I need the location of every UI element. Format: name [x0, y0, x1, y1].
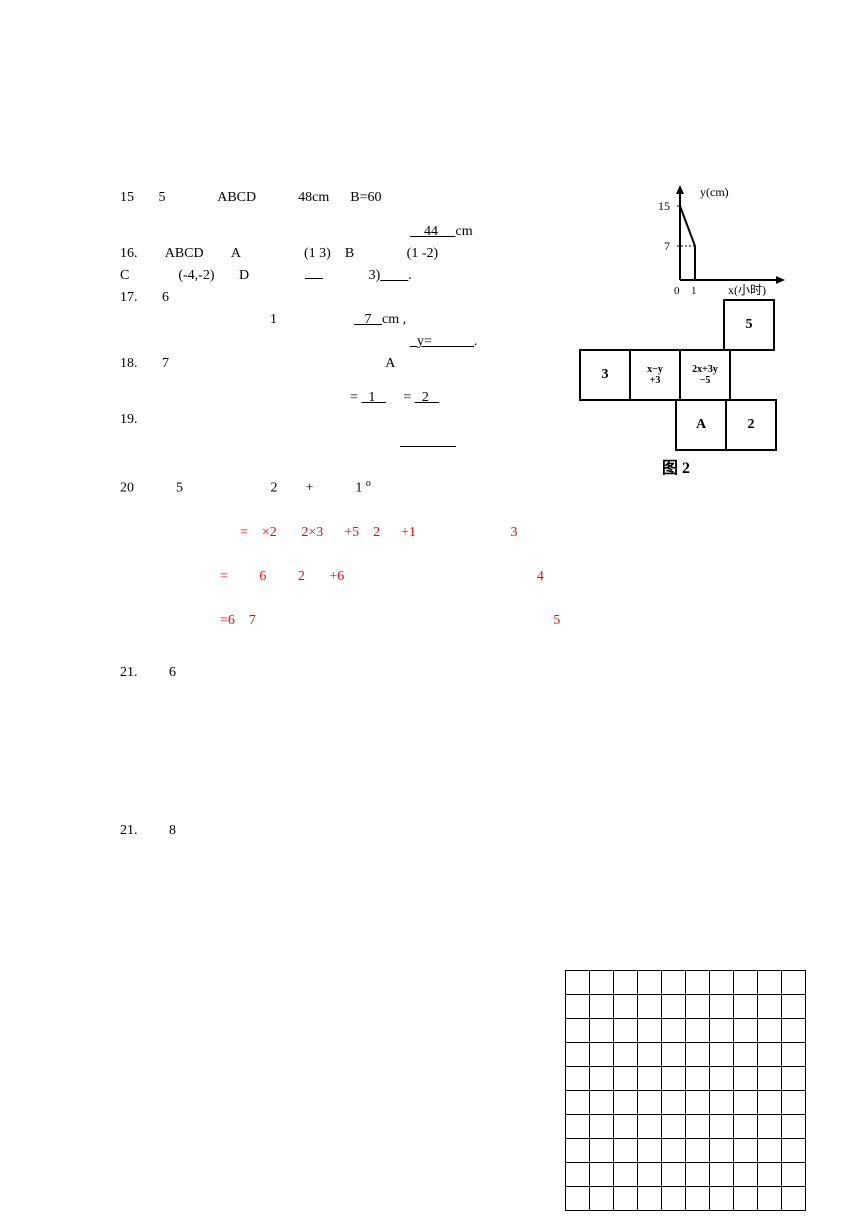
q18-line2: = 1 = 2 — [350, 390, 840, 406]
q21a-line: 21. 6 — [120, 665, 840, 681]
q20-step2: = 6 2 +6 4 — [220, 569, 840, 585]
q15-line2 — [120, 212, 840, 218]
q19-line1: 19. — [120, 412, 840, 428]
q15-line3: 44 cm — [410, 224, 840, 240]
q15-num: 15 — [120, 190, 134, 205]
q19-num: 19. — [120, 412, 138, 427]
q16-num: 16. — [120, 246, 138, 261]
q19-line2 — [400, 434, 840, 450]
q16-line2: C (-4,-2) D 3) . — [120, 268, 840, 284]
q20-step1: = ×2 2×3 +5 2 +1 3 — [240, 525, 840, 541]
document-body: 15 5 ABCD 48cm B=60 44 cm 16. ABCD A (1 … — [120, 190, 840, 845]
q18-num: 18. — [120, 356, 138, 371]
q20-step3: =6 7 5 — [220, 613, 840, 629]
q21a-num: 21. — [120, 665, 138, 680]
q18-line1: 18. 7 A — [120, 356, 840, 372]
q21b-num: 21. — [120, 823, 138, 838]
q17-line3: y= . — [410, 334, 840, 350]
q21b-line: 21. 8 — [120, 823, 840, 839]
q17-line2: 1 7 cm , — [270, 312, 840, 328]
blank-grid — [565, 970, 806, 1211]
q16-line1: 16. ABCD A (1 3) B (1 -2) — [120, 246, 840, 262]
q17-num: 17. — [120, 290, 138, 305]
q17-line1: 17. 6 — [120, 290, 840, 306]
q20-line1: 20 5 2 + 1 o — [120, 478, 840, 497]
q20-num: 20 — [120, 481, 134, 496]
q15-line1: 15 5 ABCD 48cm B=60 — [120, 190, 840, 206]
